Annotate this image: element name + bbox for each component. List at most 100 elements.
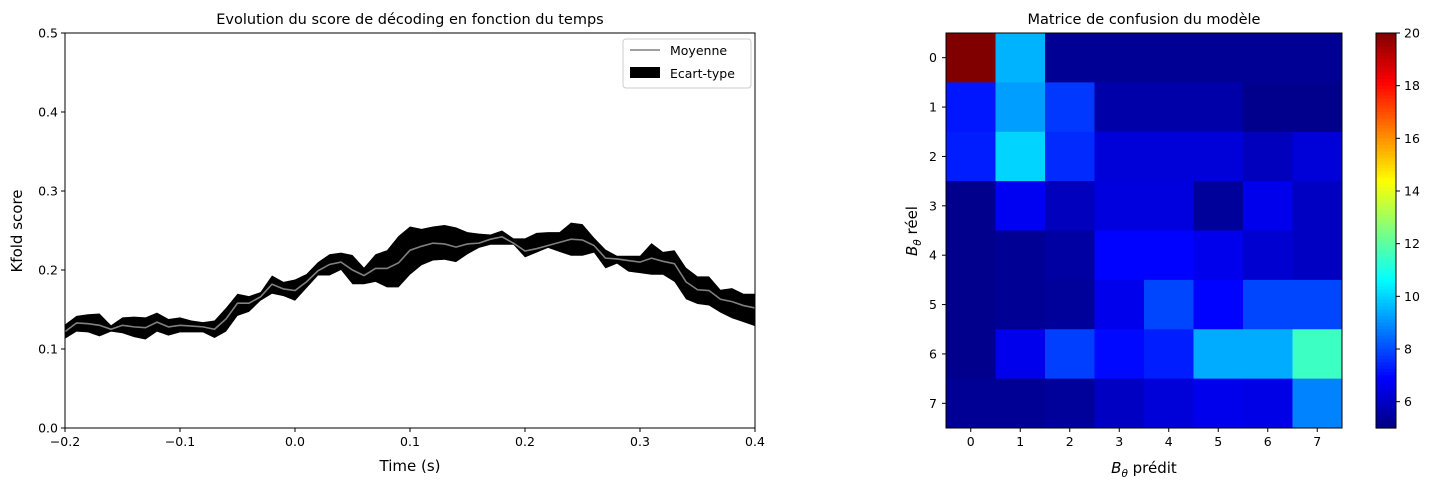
colorbar-segment <box>1376 263 1396 268</box>
colorbar-segment <box>1376 158 1396 162</box>
heatmap-cell <box>1193 329 1244 380</box>
colorbar-segment <box>1376 92 1396 97</box>
legend-std-patch-icon <box>630 67 660 78</box>
heatmap-cell <box>1243 82 1293 133</box>
colorbar-tick-label: 14 <box>1404 184 1420 199</box>
heatmap-cell <box>1292 181 1343 232</box>
colorbar-segment <box>1376 362 1396 367</box>
colorbar-segment <box>1376 42 1396 47</box>
heatmap-x-tick-label: 5 <box>1214 434 1222 449</box>
colorbar-segment <box>1376 85 1396 90</box>
std-band <box>65 222 755 340</box>
heatmap-cell <box>946 33 996 83</box>
heatmap-cell <box>1094 33 1145 83</box>
colorbar-segment <box>1376 144 1396 149</box>
colorbar-segment <box>1376 138 1396 143</box>
heatmap-y-ticks: 0 1 2 3 4 5 6 7 <box>929 50 946 411</box>
colorbar-segment <box>1376 401 1396 406</box>
heatmap-cell <box>1144 131 1194 182</box>
line-chart-y-label: Kfold score <box>8 189 26 272</box>
heatmap-cell <box>1144 279 1194 330</box>
colorbar-segment <box>1376 299 1396 304</box>
line-chart-y-ticks: 0.0 0.1 0.2 0.3 0.4 0.5 <box>38 26 65 436</box>
heatmap-cell <box>1094 181 1145 232</box>
colorbar-segment <box>1376 273 1396 278</box>
heatmap-cell <box>1045 181 1095 232</box>
heatmap-x-label: Bθ prédit <box>1111 459 1177 480</box>
colorbar-segment <box>1376 365 1396 370</box>
heatmap-cells <box>946 33 1343 429</box>
x-tick-label: −0.2 <box>50 434 80 449</box>
heatmap-x-tick-label: 6 <box>1264 434 1272 449</box>
colorbar-tick-label: 20 <box>1404 26 1420 41</box>
colorbar-segment <box>1376 230 1396 235</box>
heatmap-x-tick-label: 3 <box>1115 434 1123 449</box>
x-tick-label: 0.1 <box>400 434 420 449</box>
heatmap-cell <box>1292 378 1343 429</box>
heatmap-x-tick-label: 7 <box>1313 434 1321 449</box>
legend-mean-label: Moyenne <box>670 43 727 58</box>
y-tick-label: 0.5 <box>38 26 58 41</box>
colorbar-segment <box>1376 88 1396 93</box>
colorbar-segment <box>1376 270 1396 274</box>
colorbar-segment <box>1376 424 1396 429</box>
line-chart-title: Evolution du score de décoding en foncti… <box>216 12 603 28</box>
heatmap-cell <box>946 329 996 380</box>
colorbar-segment <box>1376 210 1396 215</box>
colorbar-segment <box>1376 246 1396 251</box>
heatmap-cell <box>995 131 1046 182</box>
colorbar-segment <box>1376 256 1396 261</box>
heatmap-cell <box>1144 230 1194 281</box>
colorbar-segment <box>1376 79 1396 83</box>
heatmap-cell <box>946 378 996 429</box>
heatmap-cell <box>1243 378 1293 429</box>
heatmap-cell <box>1292 131 1343 182</box>
heatmap-cell <box>995 33 1046 83</box>
colorbar-segment <box>1376 391 1396 396</box>
colorbar-tick-label: 6 <box>1404 394 1412 409</box>
colorbar-segment <box>1376 128 1396 133</box>
colorbar-segment <box>1376 388 1396 393</box>
colorbar-segment <box>1376 33 1396 37</box>
colorbar-segment <box>1376 39 1396 44</box>
colorbar-segment <box>1376 177 1396 182</box>
colorbar-segment <box>1376 125 1396 130</box>
heatmap-cell <box>1243 230 1293 281</box>
heatmap-cell <box>1243 33 1293 83</box>
colorbar-segment <box>1376 368 1396 373</box>
colorbar-segment <box>1376 108 1396 113</box>
colorbar-segment <box>1376 181 1396 186</box>
heatmap-cell <box>1144 181 1194 232</box>
colorbar-segment <box>1376 332 1396 337</box>
colorbar-segment <box>1376 302 1396 307</box>
line-chart-legend: Moyenne Ecart-type <box>622 38 752 89</box>
colorbar-segment <box>1376 352 1396 357</box>
colorbar-segment <box>1376 95 1396 100</box>
colorbar-segment <box>1376 112 1396 116</box>
heatmap-cell <box>1243 131 1293 182</box>
colorbar-segment <box>1376 319 1396 324</box>
heatmap-title: Matrice de confusion du modèle <box>1028 12 1261 28</box>
colorbar-segment <box>1376 161 1396 166</box>
heatmap-y-tick-label: 6 <box>929 346 937 361</box>
heatmap-cell <box>946 181 996 232</box>
heatmap-cell <box>1045 230 1095 281</box>
colorbar-segment <box>1376 105 1396 110</box>
colorbar-segment <box>1376 358 1396 363</box>
colorbar-segment <box>1376 200 1396 205</box>
x-tick-label: 0.3 <box>630 434 650 449</box>
y-tick-label: 0.2 <box>38 263 58 278</box>
colorbar-segment <box>1376 36 1396 41</box>
heatmap-cell <box>1243 279 1293 330</box>
colorbar-segment <box>1376 286 1396 291</box>
colorbar-segment <box>1376 408 1396 413</box>
heatmap-cell <box>995 378 1046 429</box>
heatmap-cell <box>946 279 996 330</box>
colorbar-tick-label: 10 <box>1404 289 1420 304</box>
colorbar-segment <box>1376 207 1396 212</box>
colorbar-tick-label: 18 <box>1404 78 1420 93</box>
colorbar-segment <box>1376 184 1396 189</box>
heatmap-frame <box>945 32 1343 429</box>
colorbar-segment <box>1376 98 1396 103</box>
